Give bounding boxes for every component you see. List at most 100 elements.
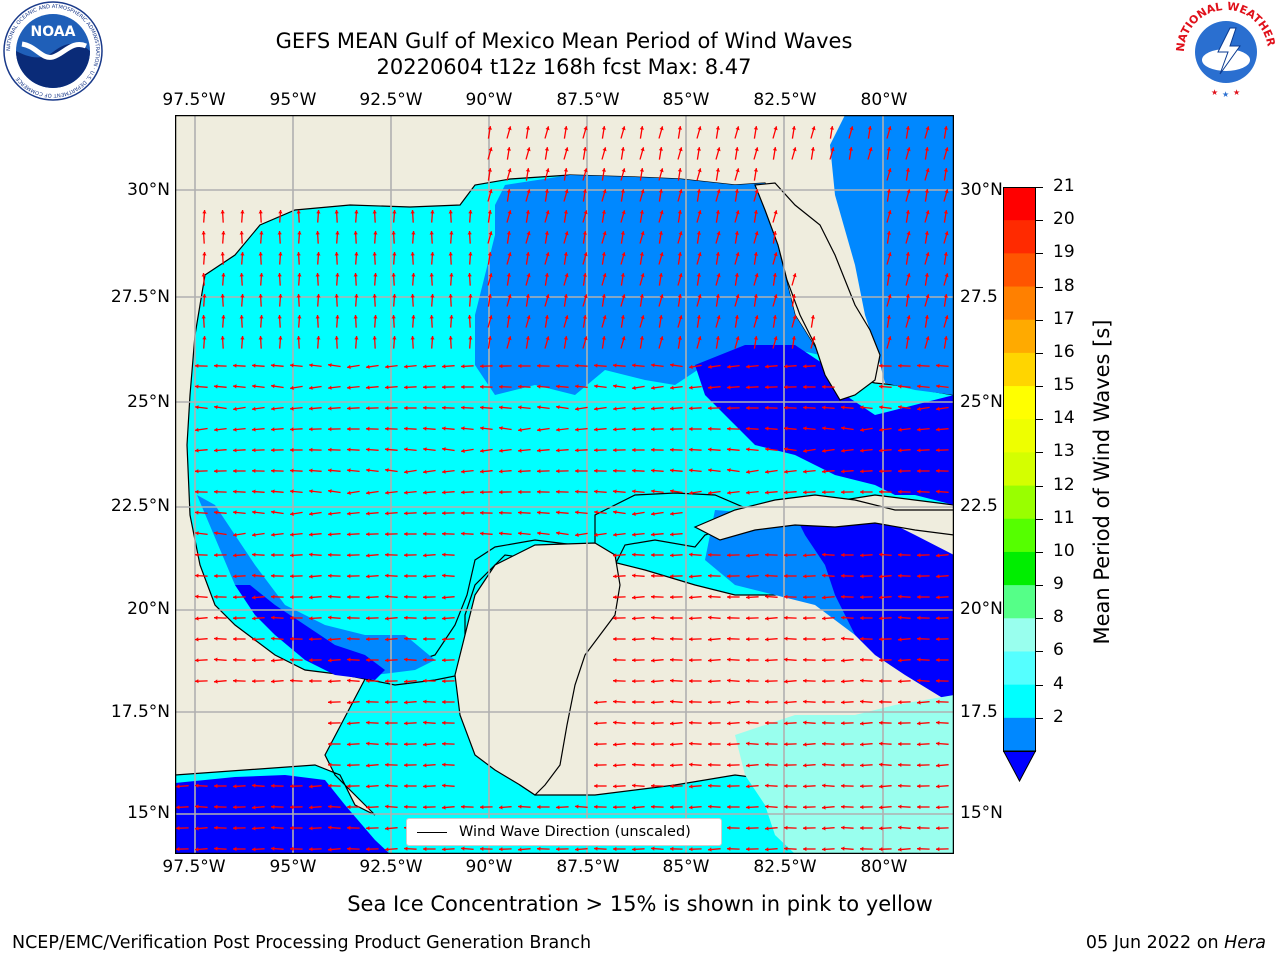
wind-arrow-head [214,384,218,389]
wind-arrow-head [944,231,949,236]
wind-arrow-head [430,252,435,256]
wind-arrow-head [518,804,522,809]
wind-arrow-head [328,658,332,663]
wind-arrow-head [233,595,237,600]
colorbar-tick-mark [1036,352,1043,354]
wind-arrow-head [290,636,294,641]
wind-arrow-head [545,210,550,215]
wind-arrow-head [258,210,263,214]
wind-arrow-head [563,210,568,214]
wind-arrow-head [708,573,712,578]
wind-arrow-head [765,700,769,705]
wind-arrow-head [594,783,598,789]
wind-arrow-head [841,552,845,558]
wind-arrow-head [195,448,199,453]
wind-arrow-head [328,804,332,809]
wind-arrow-head [784,783,788,789]
wind-arrow-head [518,510,522,515]
wind-arrow-head [195,637,199,642]
wind-arrow-head [252,805,256,810]
wind-arrow-head [772,231,777,235]
wind-arrow-head [315,273,320,277]
wind-arrow-head [803,384,807,390]
wind-arrow-head [583,336,588,341]
lat-tick-right: 20°N [960,599,1003,619]
wind-arrow-head [936,616,940,621]
wind-arrow-head [347,804,351,810]
wind-arrow-head [746,616,750,621]
wind-arrow-head [328,385,332,390]
wind-arrow-head [429,273,434,277]
wind-arrow-head [689,658,693,663]
wind-arrow-head [943,294,948,298]
wind-arrow-head [537,846,541,851]
wind-arrow-head [670,489,674,494]
wind-arrow-head [252,427,256,432]
wind-arrow-head [385,762,389,767]
wind-arrow-head [487,168,492,172]
wind-arrow-head [822,762,826,767]
wind-arrow-head [936,847,940,852]
wind-arrow-head [651,489,655,494]
wind-arrow-head [347,825,351,830]
wind-arrow-head [879,469,883,474]
wind-arrow-head [746,553,750,558]
wind-arrow-head [564,315,569,320]
wind-arrow-head [545,126,550,131]
wind-arrow-head [765,847,769,852]
colorbar-tick-label: 12 [1053,474,1075,495]
wind-arrow-head [879,762,883,767]
wind-arrow-head [689,595,693,600]
wind-arrow-head [689,847,693,852]
wind-arrow-head [347,553,351,558]
wind-arrow-head [841,615,845,620]
wind-arrow-head [754,231,759,236]
wind-arrow-head [214,657,218,662]
wind-arrow-head [411,273,416,277]
wind-arrow-head [677,336,682,340]
wind-arrow-head [860,405,864,410]
wind-arrow-head [822,426,826,431]
lat-tick-right: 27.5 [960,287,998,307]
wind-arrow-head [488,315,493,320]
wind-arrow-head [670,447,674,452]
wind-arrow-head [309,447,313,452]
wind-arrow-head [499,805,503,810]
wind-arrow-head [353,231,358,235]
wind-arrow-head [613,742,617,747]
wind-arrow-head [404,426,408,431]
wind-arrow-head [822,469,826,474]
wind-arrow-head [252,363,256,368]
wind-arrow-head [309,847,313,852]
wind-arrow-head [404,742,408,747]
wind-arrow-head [404,531,408,537]
wind-arrow-head [252,468,256,473]
colorbar-tick-mark [1036,651,1043,653]
wind-arrow-head [202,336,207,340]
wind-arrow-head [924,189,929,193]
wind-arrow-head [765,364,769,369]
wind-arrow-head [537,384,541,389]
colorbar-tick-mark [1036,618,1043,620]
wind-arrow-head [594,489,598,494]
wind-arrow-head [841,825,845,830]
wind-arrow-head [898,448,902,453]
wind-arrow-head [335,231,340,235]
wind-arrow-head [290,363,294,368]
wind-arrow-head [943,126,948,130]
colorbar-label: Mean Period of Wind Waves [s] [1090,319,1114,645]
wind-arrow-head [613,784,617,789]
lat-tick-left: 25°N [127,392,170,412]
wind-arrow-head [366,826,370,831]
wind-arrow-head [632,489,636,494]
wind-arrow-head [297,273,302,277]
wind-arrow-head [214,427,218,432]
wind-arrow-head [423,447,427,452]
wind-arrow-head [734,189,739,193]
wind-arrow-head [917,427,921,432]
wind-arrow-head [366,720,370,725]
wind-arrow-head [727,615,731,620]
wind-arrow-head [233,574,237,579]
wind-arrow-head [803,742,807,747]
wind-arrow-head [659,336,664,341]
